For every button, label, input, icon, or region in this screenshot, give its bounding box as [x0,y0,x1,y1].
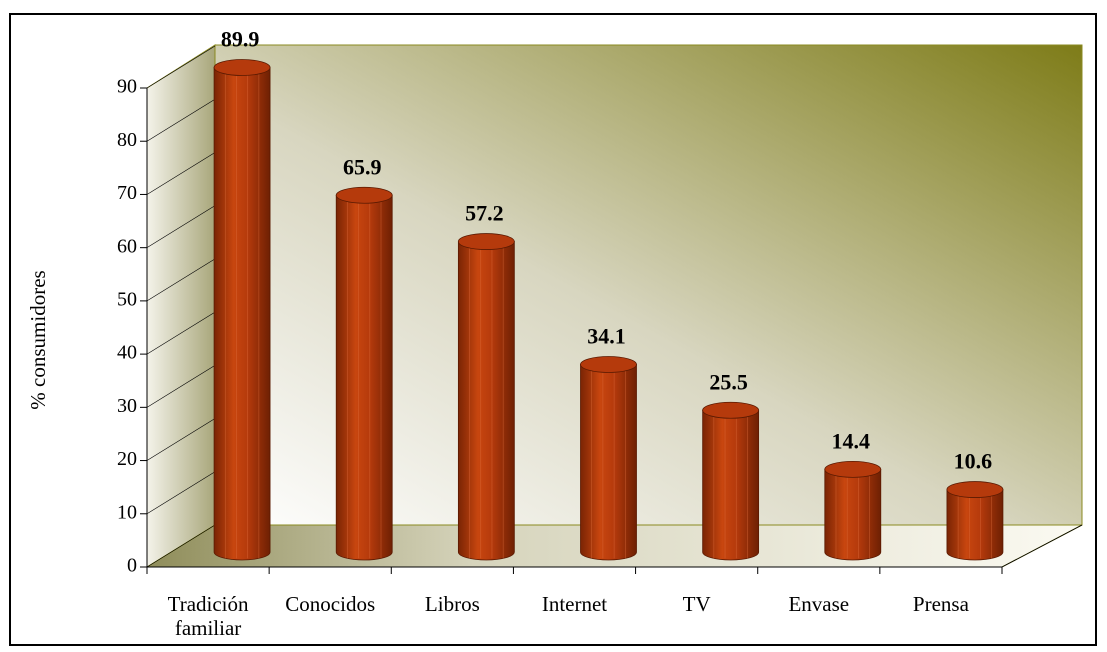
y-tick-label: 50 [117,288,137,310]
bar [213,59,271,561]
frame [9,13,1097,646]
x-tick-label: Conocidos [285,592,376,616]
value-label: 14.4 [832,428,871,453]
y-tick-label: 60 [117,235,137,257]
x-tick-label: Tradición familiar [167,592,249,640]
value-label: 65.9 [343,154,382,179]
grid-line [146,524,216,568]
x-tick-label: TV [682,592,711,616]
y-tick-label: 90 [117,76,137,98]
grid-line [146,98,216,142]
x-tick-label: Libros [424,592,480,616]
y-tick-label: 70 [117,182,137,204]
y-tick-label: 80 [117,129,137,151]
y-tick-label: 10 [117,501,137,523]
x-tick-label: Envase [788,592,850,616]
x-tick-label: Prensa [912,592,969,616]
bar [580,356,637,561]
grid-line [146,205,216,248]
floor-edge [1001,524,1083,568]
side-wall [146,44,216,568]
value-label: 10.6 [954,449,993,474]
grid-line [146,418,216,461]
grid-line [146,258,216,302]
x-tick-label: Internet [541,592,608,616]
bar [824,460,882,561]
grid-line [146,45,216,89]
bar [457,233,515,561]
value-label: 57.2 [465,201,504,226]
y-tick-label: 20 [117,448,137,470]
bar [946,481,1004,561]
bar [335,186,393,561]
grid-line [146,311,216,355]
y-tick-label: 0 [127,555,137,577]
value-label: 34.1 [587,324,626,349]
y-tick-label: 30 [117,395,137,417]
bar [702,401,760,561]
value-label: 25.5 [709,369,748,394]
grid-line [146,365,216,408]
grid-line [146,471,216,515]
grid-line [146,152,216,195]
value-label: 89.9 [221,27,260,52]
y-tick-label: 40 [117,342,137,364]
y-axis-label: % consumidores [26,270,50,409]
